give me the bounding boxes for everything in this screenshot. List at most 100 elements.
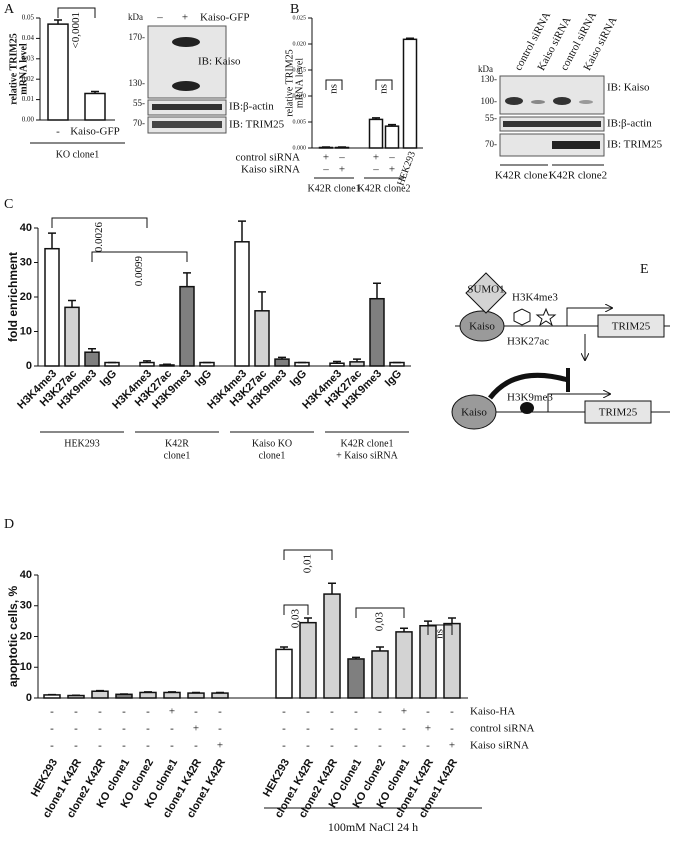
probe-label: IB: Kaiso [607,82,650,94]
blot-a: kDa – + Kaiso-GFP 170- 130- 55- 70- IB: … [128,12,285,134]
gene-box [584,400,652,424]
bar [43,694,61,699]
y-tick-label: 10 [20,661,32,673]
condition-mark: - [330,723,334,735]
group-label: clone1 [164,450,191,461]
tss-arrow [547,394,610,412]
y-tick-label: 0.01 [22,95,35,103]
y-tick-label: 20 [20,630,32,642]
error-bar [338,146,346,148]
kaiso-protein [459,310,505,342]
condition-mark: - [146,706,150,718]
significance-label: 0,01 [302,554,314,573]
condition-mark: - [50,740,54,752]
condition-mark: - [402,723,406,735]
error-bar [352,656,360,659]
condition-label: control siRNA [236,152,301,164]
condition-mark: - [194,706,198,718]
condition-mark: - [50,723,54,735]
condition-mark: + [425,723,431,735]
condition-mark: - [74,723,78,735]
bar [91,690,109,699]
group-label: K42R [165,438,189,449]
probe-label: IB: TRIM25 [229,119,285,131]
kaiso-label: Kaiso [469,321,495,333]
x-tick-label: Kaiso-GFP [70,126,120,138]
y-tick-label: 0.05 [22,14,35,22]
error-bar [376,646,384,651]
condition-mark: - [146,740,150,752]
condition-label: Kaiso-HA [470,706,515,718]
significance-label: 0,03 [374,612,386,632]
kda-marker: 130- [129,78,146,88]
significance-bracket [375,79,393,90]
error-bar [280,646,288,650]
gene-label: TRIM25 [599,407,638,419]
y-axis-label: relative TRIM25 [8,33,19,105]
error-bar [88,348,96,353]
condition-mark: – [338,152,345,164]
condition-mark: - [402,740,406,752]
significance-label: <0,0001 [70,12,82,48]
condition-mark: + [373,152,379,164]
probe-label: IB: TRIM25 [607,139,663,151]
condition-mark: - [74,706,78,718]
error-bar [278,356,286,360]
diagram-e: Kaiso SUMO1 H3K4me3 H3K27ac TRIM25 Kaiso… [451,272,670,430]
condition-mark: - [330,740,334,752]
condition-mark: - [426,740,430,752]
condition-mark: - [218,706,222,718]
significance-bracket [283,549,333,560]
condition-mark: - [330,706,334,718]
error-bar [144,691,152,693]
kaiso-label: Kaiso [461,407,487,419]
condition-mark: - [450,706,454,718]
bar [349,361,365,367]
treatment-label: Kaiso-GFP [200,12,250,24]
blot-band [531,100,545,104]
sumo-label: SUMO1 [467,284,504,296]
condition-mark: - [450,723,454,735]
kda-marker: 170- [129,32,146,42]
bar [369,297,385,367]
condition-mark: - [194,740,198,752]
y-tick-label: 0 [26,360,32,372]
panel-label: E [640,262,649,277]
condition-label: Kaiso siRNA [241,164,300,176]
y-tick-label: 0.04 [22,34,35,42]
error-bar [238,220,246,242]
kda-marker: 130- [481,74,498,84]
error-bar [333,360,341,364]
y-tick-label: 40 [20,222,32,234]
error-bar [91,90,99,94]
condition-mark: - [378,740,382,752]
bar [47,23,69,121]
kaiso-protein [451,394,497,430]
error-bar [183,272,191,287]
condition-label: control siRNA [470,723,535,735]
y-tick-label: 20 [20,291,32,303]
sumo-diamond [465,272,507,314]
group-label: K42R clone2 [357,183,410,194]
bar [402,38,418,149]
blot-band [503,121,601,127]
kda-marker: 70- [485,139,497,149]
y-axis-label: fold enrichment [6,252,20,342]
error-bar [216,691,224,694]
y-tick-label: 0.020 [293,41,307,47]
significance-bracket [57,7,96,18]
significance-label: ns [434,629,446,639]
kda-marker: 70- [133,118,145,128]
condition-mark: + [449,740,455,752]
group-label: Kaiso KO [252,438,292,449]
condition-mark: - [306,723,310,735]
condition-mark: - [98,706,102,718]
bar [84,92,106,121]
group-label: KO clone1 [56,149,100,160]
bar [139,361,155,367]
kda-label: kDa [478,64,493,74]
condition-mark: - [146,723,150,735]
significance-bracket [91,251,188,262]
error-bar [96,689,104,692]
